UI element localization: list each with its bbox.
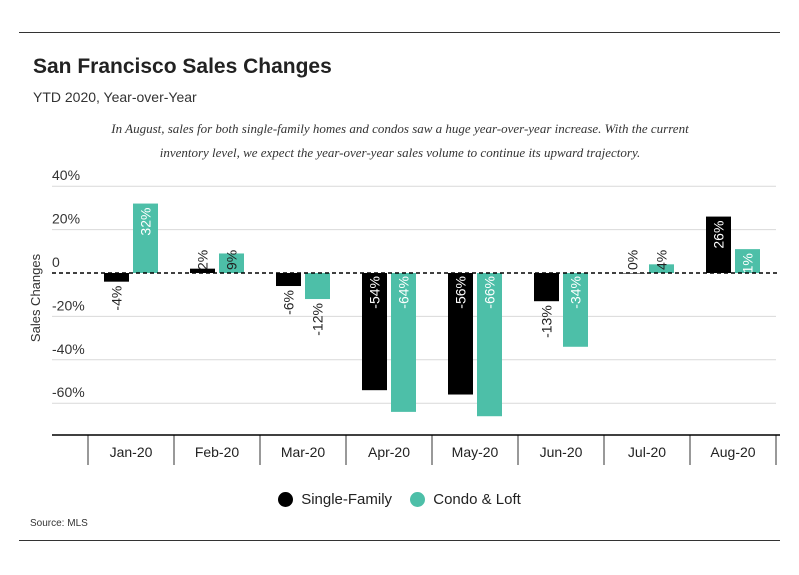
y-tick-label: 40%: [52, 167, 80, 183]
chart-note-line-2: inventory level, we expect the year-over…: [159, 145, 641, 160]
bar-value-label: -66%: [482, 276, 498, 309]
x-tick-label: May-20: [452, 444, 499, 460]
x-tick-label: Jan-20: [110, 444, 153, 460]
legend-swatch-condo-loft: [410, 492, 426, 507]
x-tick-label: Jul-20: [628, 444, 666, 460]
bar-value-label: 4%: [654, 250, 670, 270]
legend-swatch-single-family: [278, 492, 294, 507]
bar-value-label: 9%: [224, 250, 240, 270]
top-rule: [19, 32, 780, 33]
y-axis-label: Sales Changes: [28, 253, 43, 342]
source-note: Source: MLS: [30, 518, 88, 529]
bar-value-label: 0%: [625, 250, 641, 270]
x-tick-label: Jun-20: [540, 444, 583, 460]
bar-condo-loft: [391, 273, 416, 412]
bar-single-family: [362, 273, 387, 391]
legend-item-single-family[interactable]: Single-Family: [278, 491, 392, 508]
bar-single-family: [706, 216, 731, 273]
bar-value-label: -13%: [539, 305, 555, 338]
legend-item-condo-loft[interactable]: Condo & Loft: [410, 491, 521, 508]
x-tick-label: Feb-20: [195, 444, 240, 460]
bar-condo-loft: [219, 253, 244, 273]
chart-subtitle: YTD 2020, Year-over-Year: [33, 89, 197, 105]
bar-value-label: 11%: [740, 253, 756, 280]
bar-single-family: [620, 273, 645, 274]
bar-single-family: [190, 268, 215, 273]
bar-value-label: 2%: [195, 250, 211, 270]
bar-single-family: [534, 273, 559, 302]
bar-value-label: 32%: [138, 208, 154, 236]
bar-condo-loft: [649, 264, 674, 273]
bar-value-label: -6%: [281, 290, 297, 315]
bar-single-family: [276, 273, 301, 287]
x-tick-label: Mar-20: [281, 444, 326, 460]
bottom-rule: [19, 540, 780, 541]
chart-note-line-1: In August, sales for both single-family …: [111, 121, 689, 136]
y-tick-label: -40%: [52, 341, 85, 357]
bar-value-label: 26%: [711, 221, 727, 249]
chart-title: San Francisco Sales Changes: [33, 55, 332, 78]
bar-single-family: [448, 273, 473, 395]
bar-condo-loft: [477, 273, 502, 417]
legend-label-condo-loft: Condo & Loft: [433, 491, 521, 508]
bar-value-label: -12%: [310, 303, 326, 336]
y-tick-label: -60%: [52, 384, 85, 400]
chart-note: In August, sales for both single-family …: [60, 117, 740, 165]
y-tick-label: -20%: [52, 297, 85, 313]
legend: Single-Family Condo & Loft: [0, 491, 799, 511]
bar-value-label: -4%: [109, 286, 125, 311]
bar-single-family: [104, 273, 129, 282]
bar-condo-loft: [305, 273, 330, 300]
x-tick-label: Apr-20: [368, 444, 410, 460]
bar-condo-loft: [133, 203, 158, 273]
bar-chart: 40% 20% 0 -20% -40% -60% Sales Changes -4% 32% Ja…: [28, 167, 780, 465]
bar-value-label: -64%: [396, 276, 412, 309]
legend-label-single-family: Single-Family: [301, 491, 393, 508]
bar-value-label: -54%: [367, 276, 383, 309]
bar-condo-loft: [563, 273, 588, 347]
x-tick-label: Aug-20: [710, 444, 755, 460]
y-tick-label: 0: [52, 254, 60, 270]
y-tick-label: 20%: [52, 211, 80, 227]
bar-value-label: -56%: [453, 276, 469, 309]
bar-condo-loft: [735, 249, 760, 273]
bar-value-label: -34%: [568, 276, 584, 309]
